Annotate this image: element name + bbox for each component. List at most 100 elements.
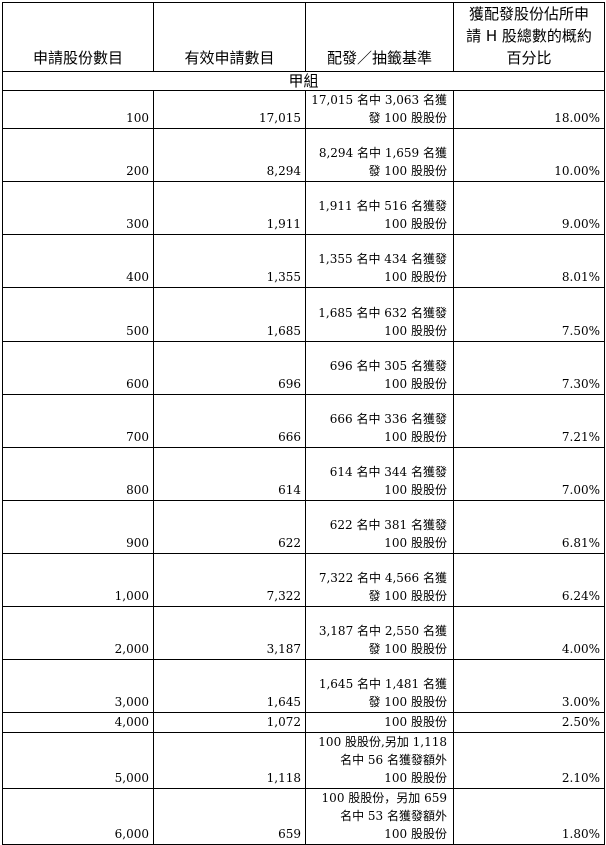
allocation-basis-cell: 1,685 名中 632 名獲發 100 股股份: [305, 287, 454, 342]
shares-applied-cell: 100: [2, 90, 154, 129]
allocation-basis-cell: 100 股股份: [305, 712, 454, 733]
percentage-cell: 3.00%: [453, 659, 605, 713]
basis-line: 696 名中 305 名獲發: [329, 359, 447, 373]
header-line: 百分比: [506, 49, 552, 67]
valid-applications-cell: 666: [153, 394, 306, 448]
allocation-basis-cell: 8,294 名中 1,659 名獲發 100 股股份: [305, 128, 454, 182]
allocation-basis-cell: 7,322 名中 4,566 名獲發 100 股股份: [305, 553, 454, 607]
shares-applied-cell: 400: [2, 234, 154, 288]
percentage-cell: 1.80%: [453, 788, 605, 845]
header-line: 獲配發股份佔所申: [468, 5, 589, 23]
basis-line: 100 股股份: [384, 430, 447, 444]
basis-line: 3,187 名中 2,550 名獲: [318, 624, 447, 638]
shares-applied-cell: 300: [2, 181, 154, 235]
basis-line: 1,355 名中 434 名獲發: [318, 252, 447, 266]
basis-line: 1,645 名中 1,481 名獲: [318, 677, 447, 691]
allocation-basis-cell: 17,015 名中 3,063 名獲發 100 股股份: [305, 90, 454, 129]
valid-applications-cell: 696: [153, 341, 306, 395]
shares-applied-cell: 600: [2, 341, 154, 395]
basis-line: 622 名中 381 名獲發: [329, 518, 447, 532]
shares-applied-cell: 5,000: [2, 732, 154, 789]
allocation-basis-cell: 100 股股份,另加 1,118 名中 56 名獲發額外 100 股股份: [305, 732, 454, 789]
table-row: 3,000 1,645 1,645 名中 1,481 名獲發 100 股股份 3.00…: [2, 659, 605, 713]
header-approx-percentage: 獲配發股份佔所申 請 H 股總數的概約 百分比: [453, 2, 605, 72]
basis-line: 100 股股份: [384, 827, 447, 841]
shares-applied-cell: 4,000: [2, 712, 154, 733]
basis-line: 614 名中 344 名獲發: [329, 465, 447, 479]
valid-applications-cell: 659: [153, 788, 306, 845]
valid-applications-cell: 614: [153, 447, 306, 501]
basis-line: 8,294 名中 1,659 名獲: [318, 146, 447, 160]
basis-line: 發 100 股股份: [368, 695, 447, 709]
percentage-cell: 7.00%: [453, 447, 605, 501]
allocation-basis-cell: 614 名中 344 名獲發 100 股股份: [305, 447, 454, 501]
table-row: 300 1,911 1,911 名中 516 名獲發 100 股股份 9.00%: [2, 181, 605, 235]
table-row: 5,000 1,118 100 股股份,另加 1,118 名中 56 名獲發額外 100…: [2, 732, 605, 789]
header-line: 請 H 股總數的概約: [466, 27, 592, 45]
basis-line: 100 股股份: [384, 536, 447, 550]
percentage-cell: 7.50%: [453, 287, 605, 342]
table-row: 100 17,015 17,015 名中 3,063 名獲發 100 股股份 18.0…: [2, 90, 605, 129]
basis-line: 1,685 名中 632 名獲發: [318, 306, 447, 320]
valid-applications-cell: 1,355: [153, 234, 306, 288]
table-row: 2,000 3,187 3,187 名中 2,550 名獲發 100 股股份 4.00…: [2, 606, 605, 660]
percentage-cell: 2.50%: [453, 712, 605, 733]
basis-line: 100 股股份: [384, 771, 447, 785]
basis-line: 100 股股份: [384, 217, 447, 231]
shares-applied-cell: 2,000: [2, 606, 154, 660]
basis-line: 7,322 名中 4,566 名獲: [318, 571, 447, 585]
header-row: 申請股份數目 有效申請數目 配發／抽籤基準 獲配發股份佔所申 請 H 股總數的概…: [2, 2, 605, 72]
basis-line: 666 名中 336 名獲發: [329, 412, 447, 426]
percentage-cell: 7.30%: [453, 341, 605, 395]
table-row: 900 622 622 名中 381 名獲發 100 股股份 6.81%: [2, 500, 605, 554]
valid-applications-cell: 1,645: [153, 659, 306, 713]
allocation-basis-cell: 696 名中 305 名獲發 100 股股份: [305, 341, 454, 395]
group-row: 甲組: [2, 71, 605, 91]
shares-applied-cell: 6,000: [2, 788, 154, 845]
basis-line: 1,911 名中 516 名獲發: [318, 199, 447, 213]
valid-applications-cell: 622: [153, 500, 306, 554]
percentage-cell: 6.81%: [453, 500, 605, 554]
valid-applications-cell: 7,322: [153, 553, 306, 607]
basis-line: 發 100 股股份: [368, 642, 447, 656]
table-row: 400 1,355 1,355 名中 434 名獲發 100 股股份 8.01%: [2, 234, 605, 288]
table-row: 800 614 614 名中 344 名獲發 100 股股份 7.00%: [2, 447, 605, 501]
percentage-cell: 10.00%: [453, 128, 605, 182]
table-row: 600 696 696 名中 305 名獲發 100 股股份 7.30%: [2, 341, 605, 395]
basis-line: 名中 56 名獲發額外: [340, 753, 447, 767]
basis-line: 17,015 名中 3,063 名獲: [311, 93, 447, 107]
allocation-basis-cell: 1,645 名中 1,481 名獲發 100 股股份: [305, 659, 454, 713]
table-row: 200 8,294 8,294 名中 1,659 名獲發 100 股股份 10.00%: [2, 128, 605, 182]
valid-applications-cell: 8,294: [153, 128, 306, 182]
shares-applied-cell: 900: [2, 500, 154, 554]
valid-applications-cell: 1,911: [153, 181, 306, 235]
allocation-basis-cell: 666 名中 336 名獲發 100 股股份: [305, 394, 454, 448]
percentage-cell: 7.21%: [453, 394, 605, 448]
shares-applied-cell: 1,000: [2, 553, 154, 607]
shares-applied-cell: 800: [2, 447, 154, 501]
percentage-cell: 18.00%: [453, 90, 605, 129]
basis-line: 100 股股份,另加 1,118: [318, 735, 447, 749]
basis-line: 100 股股份: [384, 483, 447, 497]
basis-line: 發 100 股股份: [368, 164, 447, 178]
valid-applications-cell: 1,118: [153, 732, 306, 789]
shares-applied-cell: 200: [2, 128, 154, 182]
header-valid-applications: 有效申請數目: [153, 2, 306, 72]
allocation-basis-cell: 622 名中 381 名獲發 100 股股份: [305, 500, 454, 554]
header-allocation-basis: 配發／抽籤基準: [305, 2, 454, 72]
table-row: 6,000 659 100 股股份，另加 659 名中 53 名獲發額外 100 股股份…: [2, 788, 605, 845]
shares-applied-cell: 500: [2, 287, 154, 342]
table-row: 500 1,685 1,685 名中 632 名獲發 100 股股份 7.50%: [2, 287, 605, 342]
basis-line: 名中 53 名獲發額外: [340, 809, 447, 823]
table-row: 4,000 1,072 100 股股份 2.50%: [2, 712, 605, 733]
valid-applications-cell: 1,685: [153, 287, 306, 342]
basis-line: 100 股股份: [384, 324, 447, 338]
basis-line: 100 股股份，另加 659: [321, 791, 447, 805]
table-row: 700 666 666 名中 336 名獲發 100 股股份 7.21%: [2, 394, 605, 448]
percentage-cell: 4.00%: [453, 606, 605, 660]
basis-line: 發 100 股股份: [368, 111, 447, 125]
shares-applied-cell: 3,000: [2, 659, 154, 713]
percentage-cell: 9.00%: [453, 181, 605, 235]
percentage-cell: 8.01%: [453, 234, 605, 288]
